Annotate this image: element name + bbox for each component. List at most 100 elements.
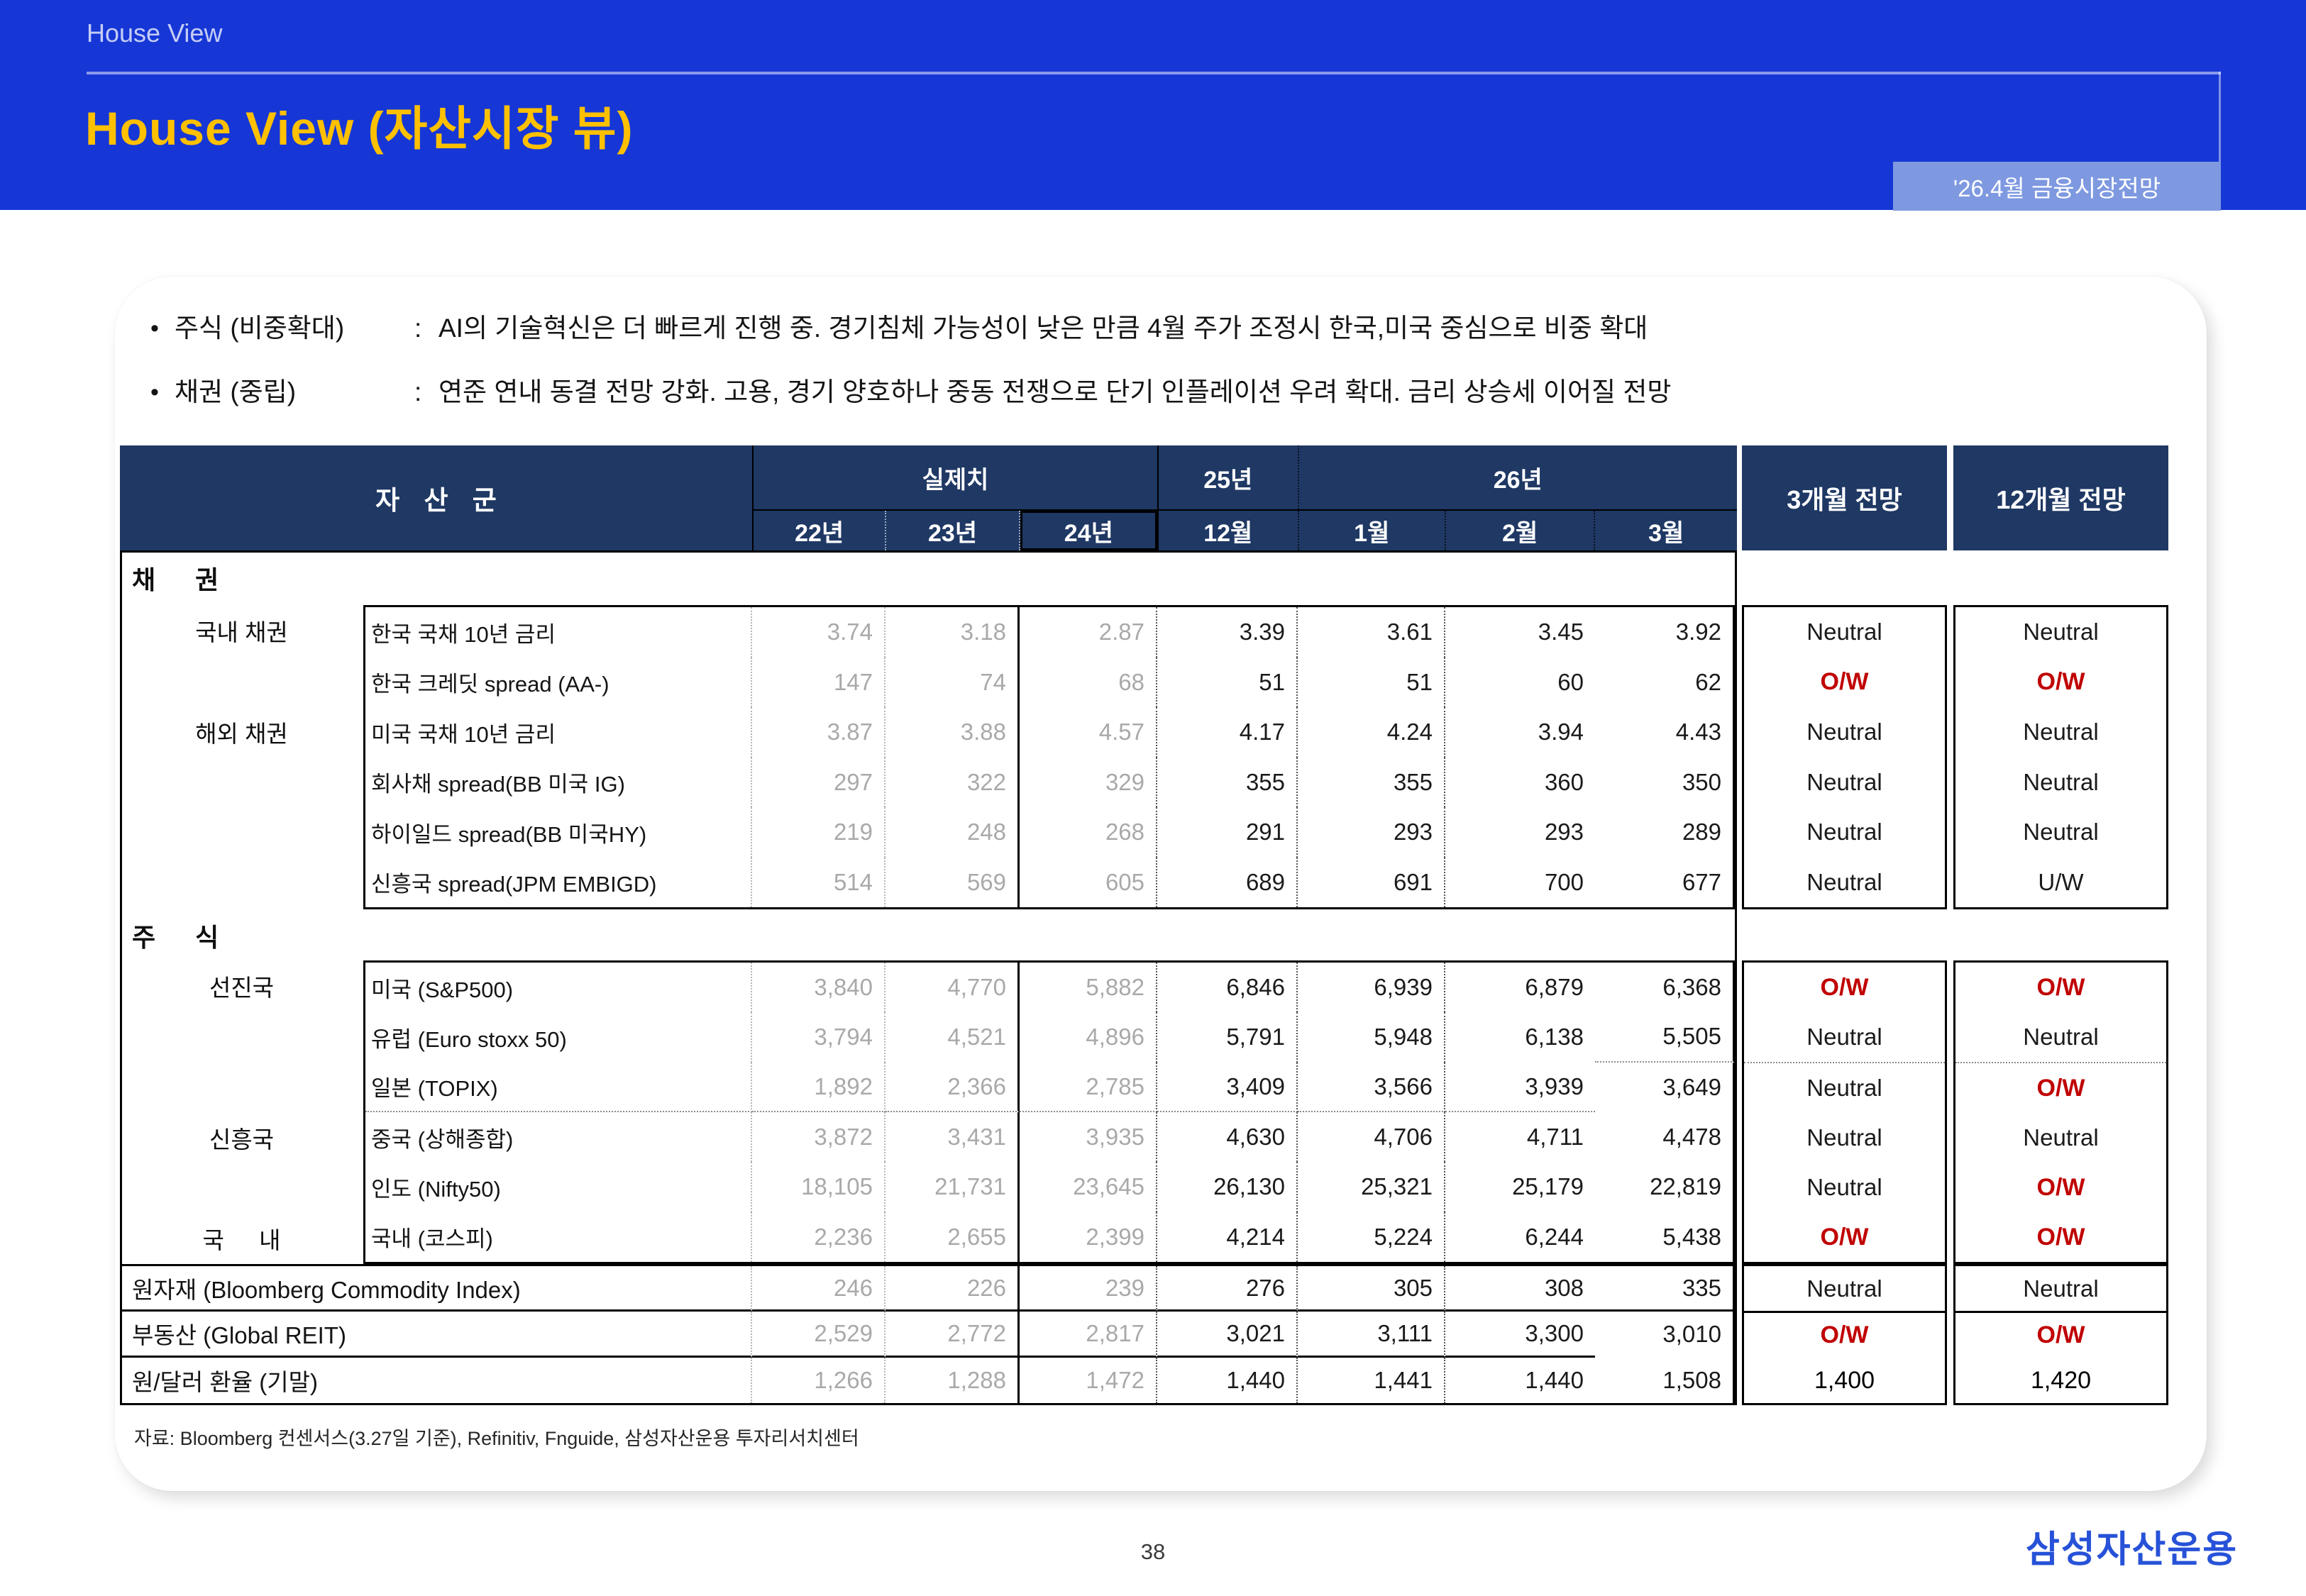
value-m2: 1,440 bbox=[1525, 1366, 1584, 1393]
col-header-y24: 24년 bbox=[1020, 511, 1157, 550]
value-y24: 1,472 bbox=[1020, 1357, 1157, 1403]
outlook-value: Neutral bbox=[2023, 768, 2099, 795]
single-rows-block: 원자재 (Bloomberg Commodity Index) 246 226 … bbox=[120, 1264, 1737, 1405]
value-m3: 6,368 bbox=[1595, 963, 1735, 1013]
value-m12: 4,630 bbox=[1157, 1112, 1298, 1163]
section-title-bond: 채 권 bbox=[132, 565, 219, 594]
instrument-label: 한국 국채 10년 금리 bbox=[365, 607, 752, 658]
value-m2: 6,138 bbox=[1525, 1024, 1584, 1051]
header-right-rule bbox=[2219, 72, 2221, 210]
value-m1: 6,939 bbox=[1298, 963, 1445, 1013]
value-m3: 677 bbox=[1595, 857, 1735, 907]
value-y22: 2,529 bbox=[752, 1312, 886, 1358]
outlook-value: O/W bbox=[2036, 1173, 2085, 1201]
value-m1: 3.61 bbox=[1298, 607, 1445, 658]
bullet-colon: : bbox=[414, 377, 422, 407]
value-m12: 3,409 bbox=[1157, 1062, 1298, 1112]
value-m2: 3,939 bbox=[1445, 1063, 1595, 1112]
category-developed: 선진국 bbox=[209, 974, 275, 1001]
outlook-value: O/W bbox=[2036, 1223, 2085, 1251]
value-m1: 305 bbox=[1298, 1266, 1445, 1312]
value-m1: 691 bbox=[1298, 857, 1445, 907]
value-m2: 6,244 bbox=[1525, 1223, 1584, 1250]
col-header-outlook-3m: 3개월 전망 bbox=[1742, 445, 1947, 550]
value-y24: 3,935 bbox=[1020, 1112, 1157, 1163]
value-y22: 3.74 bbox=[752, 607, 886, 658]
bullet-equity: • 주식 (비중확대) : AI의 기술혁신은 더 빠르게 진행 중. 경기침체… bbox=[150, 312, 1671, 345]
outlook-value: Neutral bbox=[1806, 1075, 1882, 1101]
outlook-value: Neutral bbox=[2023, 819, 2099, 846]
company-logo: 삼성자산운용 bbox=[2026, 1529, 2239, 1570]
instrument-label: 신흥국 spread(JPM EMBIGD) bbox=[365, 857, 752, 907]
report-badge: '26.4월 금융시장전망 bbox=[1893, 162, 2221, 211]
value-y23: 2,772 bbox=[886, 1312, 1020, 1358]
instrument-label: 미국 (S&P500) bbox=[365, 963, 752, 1013]
value-y22: 3,794 bbox=[752, 1012, 886, 1063]
outlook-value: U/W bbox=[2038, 868, 2084, 895]
value-m2: 360 bbox=[1544, 768, 1584, 795]
col-header-y25: 25년 bbox=[1159, 445, 1299, 509]
value-y22: 514 bbox=[752, 857, 886, 907]
value-m12: 26,130 bbox=[1157, 1162, 1298, 1212]
value-y23: 2,655 bbox=[886, 1212, 1020, 1262]
value-y22: 1,892 bbox=[752, 1062, 886, 1112]
col-header-y26: 26년 bbox=[1493, 466, 1543, 494]
instrument-label: 인도 (Nifty50) bbox=[365, 1162, 752, 1212]
value-y22: 2,236 bbox=[752, 1212, 886, 1262]
instrument-label: 유럽 (Euro stoxx 50) bbox=[365, 1012, 752, 1063]
outlook-12m-bond: Neutral O/W Neutral Neutral Neutral U/W bbox=[1953, 605, 2168, 909]
value-m1: 1,441 bbox=[1298, 1357, 1445, 1403]
value-m3: 350 bbox=[1595, 757, 1735, 807]
value-m12: 5,791 bbox=[1157, 1012, 1298, 1063]
value-y22: 3.87 bbox=[752, 707, 886, 758]
bullet-bond: • 채권 (중립) : 연준 연내 동결 전망 강화. 고용, 경기 양호하나 … bbox=[150, 376, 1671, 409]
col-header-asset-class: 자 산 군 bbox=[120, 445, 752, 550]
equity-rows-block: 미국 (S&P500) 3,840 4,770 5,882 6,846 6,93… bbox=[363, 960, 1737, 1264]
asset-label: 원/달러 환율 (기말) bbox=[122, 1357, 752, 1403]
col-header-outlook-12m: 12개월 전망 bbox=[1953, 445, 2168, 550]
value-y24: 268 bbox=[1020, 807, 1157, 858]
outlook-value: Neutral bbox=[1744, 1266, 1945, 1314]
value-m1: 355 bbox=[1298, 757, 1445, 807]
value-y23: 74 bbox=[886, 657, 1020, 707]
value-y22: 219 bbox=[752, 807, 886, 858]
outlook-3m-singles: Neutral O/W 1,400 bbox=[1742, 1264, 1947, 1405]
section-title-equity: 주 식 bbox=[132, 923, 219, 952]
instrument-label: 한국 크레딧 spread (AA-) bbox=[365, 657, 752, 707]
value-m3: 3.92 bbox=[1595, 607, 1735, 658]
outlook-value: O/W bbox=[1820, 973, 1869, 1001]
outlook-value: Neutral bbox=[1744, 1012, 1945, 1063]
value-m12: 276 bbox=[1157, 1266, 1298, 1312]
value-m3: 5,438 bbox=[1595, 1212, 1735, 1262]
value-m1: 5,224 bbox=[1298, 1212, 1445, 1262]
value-m3: 22,819 bbox=[1595, 1162, 1735, 1212]
value-m3: 5,505 bbox=[1595, 1012, 1735, 1063]
value-m12: 355 bbox=[1157, 757, 1298, 807]
value-y24: 4,896 bbox=[1020, 1012, 1157, 1063]
outlook-value: O/W bbox=[1820, 1321, 1869, 1349]
value-m3: 1,508 bbox=[1595, 1357, 1735, 1403]
value-y24: 2,785 bbox=[1020, 1062, 1157, 1112]
value-m12: 3.39 bbox=[1157, 607, 1298, 658]
value-m1: 4,706 bbox=[1298, 1112, 1445, 1163]
outlook-value: Neutral bbox=[2023, 1124, 2099, 1151]
col-header-m1: 1월 bbox=[1299, 511, 1446, 550]
value-m2: 308 bbox=[1445, 1266, 1595, 1312]
value-y23: 226 bbox=[886, 1266, 1020, 1312]
value-y23: 3.18 bbox=[886, 607, 1020, 658]
value-m2: 3,300 bbox=[1445, 1312, 1595, 1358]
value-y24: 605 bbox=[1020, 857, 1157, 907]
outlook-value: O/W bbox=[1820, 1223, 1869, 1251]
value-y23: 2,366 bbox=[886, 1062, 1020, 1112]
asset-label: 원자재 (Bloomberg Commodity Index) bbox=[122, 1266, 752, 1312]
value-m12: 291 bbox=[1157, 807, 1298, 858]
value-m3: 62 bbox=[1595, 657, 1735, 707]
value-m1: 4.24 bbox=[1298, 707, 1445, 758]
outlook-value: Neutral bbox=[2023, 619, 2099, 645]
value-y24: 5,882 bbox=[1020, 963, 1157, 1013]
value-y24: 2.87 bbox=[1020, 607, 1157, 658]
instrument-label: 국내 (코스피) bbox=[365, 1212, 752, 1262]
value-m12: 51 bbox=[1157, 657, 1298, 707]
outlook-value: Neutral bbox=[1806, 1124, 1882, 1151]
